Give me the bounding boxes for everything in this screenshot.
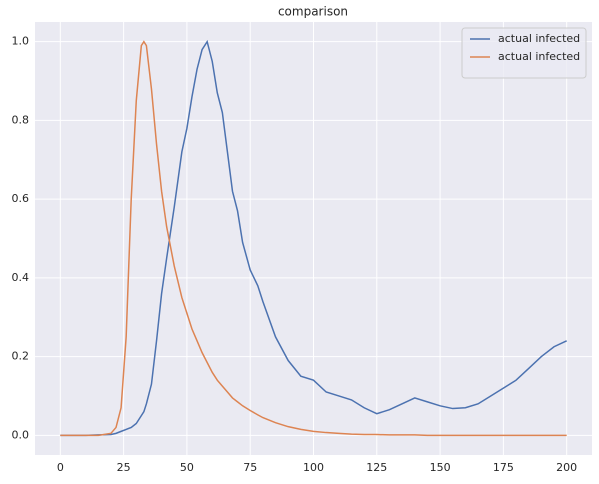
x-tick-label: 25 (117, 461, 131, 474)
legend-box (461, 27, 587, 79)
legend-label: actual infected (498, 32, 580, 45)
x-tick-label: 175 (493, 461, 514, 474)
legend-label: actual infected (498, 50, 580, 63)
x-tick-label: 100 (303, 461, 324, 474)
y-tick-label: 0.8 (12, 113, 30, 126)
x-tick-label: 125 (366, 461, 387, 474)
x-tick-label: 75 (243, 461, 257, 474)
y-tick-label: 0.2 (12, 350, 30, 363)
legend: actual infected actual infected (461, 27, 587, 79)
x-tick-label: 200 (556, 461, 577, 474)
x-tick-label: 50 (180, 461, 194, 474)
line-series (60, 39, 567, 437)
y-tick-label: 0.6 (12, 192, 30, 205)
x-tick-label: 150 (430, 461, 451, 474)
y-tick-label: 0.4 (12, 271, 30, 284)
y-tick-label: 0.0 (12, 428, 30, 441)
y-tick-label: 1.0 (12, 35, 30, 48)
x-tick-label: 0 (57, 461, 64, 474)
chart-title: comparison (278, 5, 348, 19)
line-series (60, 40, 567, 437)
